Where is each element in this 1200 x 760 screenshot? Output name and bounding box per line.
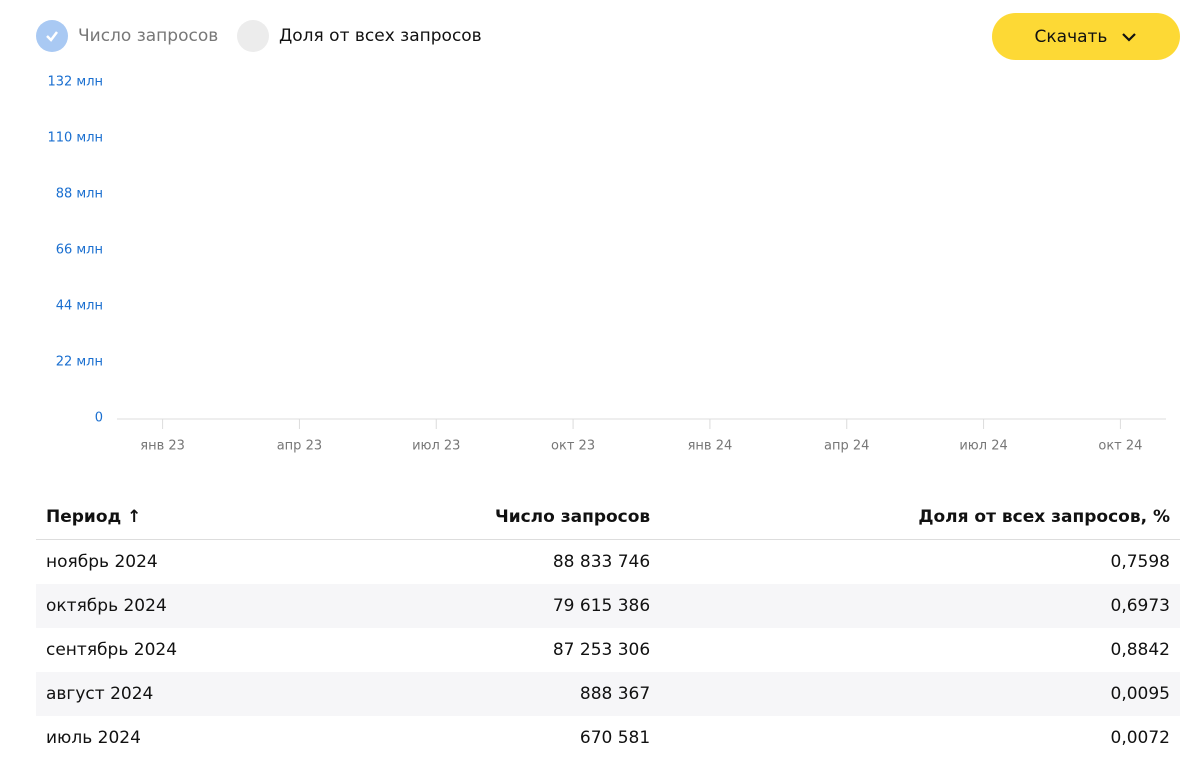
- legend-toggle[interactable]: Число запросов: [36, 20, 218, 52]
- x-tick-label: апр 24: [824, 439, 869, 454]
- x-tick-label: окт 23: [551, 439, 595, 454]
- table-cell: 670 581: [579, 728, 651, 748]
- checkbox-unchecked[interactable]: [237, 20, 269, 52]
- x-tick-label: янв 23: [140, 439, 185, 454]
- column-header[interactable]: Период ↑: [36, 495, 325, 540]
- column-header: Доля от всех запросов, %: [660, 495, 1180, 540]
- table-header: Период ↑ Число запросов Доля от всех запро…: [36, 495, 1180, 540]
- button-label: Скачать: [1034, 26, 1108, 47]
- table-cell: 79 615 386: [324, 584, 661, 628]
- x-tick-label: янв 24: [688, 439, 733, 454]
- download-button[interactable]: Скачать: [992, 13, 1180, 60]
- table-cell: октябрь 2024: [36, 584, 325, 628]
- y-tick-label: 132 млн: [47, 75, 103, 90]
- y-tick-label: 110 млн: [47, 131, 103, 146]
- table-row: октябрь 2024 79 615 386 0,6973: [36, 584, 1180, 628]
- x-tick-label: окт 24: [1098, 439, 1142, 454]
- checkbox-checked[interactable]: [36, 20, 68, 52]
- x-tick-label: апр 23: [277, 439, 322, 454]
- check-icon: [46, 31, 58, 42]
- table-cell: июль 2024: [46, 728, 141, 748]
- table-cell: 88 833 746: [552, 552, 651, 572]
- table-cell: 0,7598: [1110, 552, 1170, 572]
- chevron-icon: [1122, 32, 1137, 42]
- table-cell: 87 253 306: [552, 640, 651, 660]
- x-tick-label: июл 24: [959, 439, 1007, 454]
- y-tick-label: 66 млн: [56, 243, 103, 258]
- column-header: Число запросов: [324, 495, 661, 540]
- y-tick-label: 0: [95, 411, 103, 426]
- y-tick-label: 88 млн: [56, 187, 103, 202]
- y-tick-label: 22 млн: [56, 355, 103, 370]
- table-row: сентябрь 2024 87 253 306 0,8842: [36, 628, 1180, 672]
- legend-toggle[interactable]: Доля от всех запросов: [237, 20, 482, 52]
- chart: 0 22 млн 44 млн 66 млн 88 млн 110 млн 132 млн я…: [47, 75, 1166, 454]
- table-cell: 0,6973: [660, 584, 1180, 628]
- table-cell: 888 367: [324, 672, 661, 716]
- table-cell: август 2024: [36, 672, 325, 716]
- table-row: ноябрь 2024 88 833 746 0,7598: [36, 540, 1180, 585]
- table-row: июль 2024 670 581 0,0072: [36, 716, 1180, 760]
- table-cell: ноябрь 2024: [46, 552, 158, 572]
- table-cell: 0,0072: [1110, 728, 1170, 748]
- legend-label: Доля от всех запросов: [279, 26, 482, 46]
- table-cell: 0,8842: [1110, 640, 1170, 660]
- x-tick-label: июл 23: [412, 439, 460, 454]
- table-row: август 2024 888 367 0,0095: [36, 672, 1180, 716]
- legend-label: Число запросов: [78, 26, 219, 46]
- table-cell: 0,0095: [660, 672, 1180, 716]
- y-tick-label: 44 млн: [56, 299, 103, 314]
- table-cell: сентябрь 2024: [46, 640, 178, 660]
- data-table: Период ↑ Число запросов Доля от всех запро…: [36, 495, 1180, 760]
